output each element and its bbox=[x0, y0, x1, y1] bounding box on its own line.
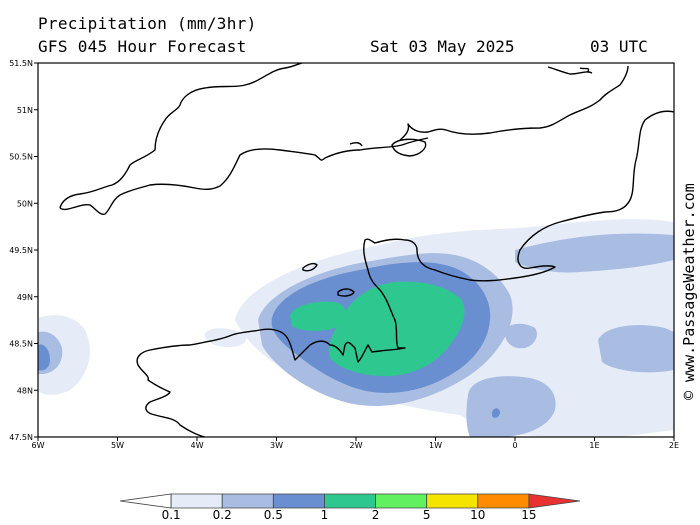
lat-tick-label: 48N bbox=[17, 386, 33, 395]
legend-swatch bbox=[324, 493, 376, 509]
legend-labels: 0.1 0.2 0.5 1 2 5 10 15 bbox=[0, 508, 700, 524]
legend-swatch bbox=[426, 493, 479, 509]
lat-tick-label: 50N bbox=[17, 199, 33, 208]
lat-tick-label: 49N bbox=[17, 293, 33, 302]
legend-swatch bbox=[170, 493, 223, 509]
lat-tick-label: 47.5N bbox=[9, 433, 33, 442]
lon-tick-label: 2W bbox=[350, 441, 363, 450]
lat-tick-label: 49.5N bbox=[9, 246, 33, 255]
watermark-text: © www.PassageWeather.com bbox=[680, 183, 698, 400]
legend-label: 1 bbox=[320, 508, 329, 522]
lon-tick-label: 6W bbox=[32, 441, 45, 450]
precipitation-legend bbox=[119, 493, 581, 509]
legend-label: 15 bbox=[521, 508, 537, 522]
lat-tick-label: 51.5N bbox=[9, 59, 33, 68]
legend-swatch bbox=[221, 493, 274, 509]
lat-tick-label: 51N bbox=[17, 106, 33, 115]
lon-tick-label: 4W bbox=[191, 441, 204, 450]
lat-tick-label: 48.5N bbox=[9, 340, 33, 349]
lon-tick-label: 0 bbox=[512, 441, 517, 450]
map-title: Precipitation (mm/3hr) bbox=[38, 14, 257, 33]
lat-tick-label: 50.5N bbox=[9, 153, 33, 162]
lon-tick-label: 1E bbox=[589, 441, 599, 450]
legend-label: 5 bbox=[422, 508, 431, 522]
legend-swatch bbox=[272, 493, 325, 509]
legend-label: 10 bbox=[470, 508, 486, 522]
forecast-date: Sat 03 May 2025 bbox=[370, 37, 515, 56]
precipitation-field bbox=[38, 219, 674, 437]
legend-label: 2 bbox=[371, 508, 380, 522]
legend-label: 0.1 bbox=[161, 508, 181, 522]
legend-label: 0.2 bbox=[212, 508, 232, 522]
lon-tick-label: 2E bbox=[669, 441, 679, 450]
latitude-axis: 51.5N 51N 50.5N 50N 49.5N 49N 48.5N 48N 47.5N bbox=[9, 59, 38, 442]
coastline bbox=[59, 63, 674, 437]
legend-swatch bbox=[119, 493, 172, 509]
lon-tick-label: 1W bbox=[429, 441, 442, 450]
legend-swatch bbox=[528, 493, 581, 509]
lon-tick-label: 3W bbox=[270, 441, 283, 450]
legend-swatch bbox=[375, 493, 428, 509]
legend-label: 0.5 bbox=[263, 508, 283, 522]
lon-tick-label: 5W bbox=[111, 441, 124, 450]
legend-swatch bbox=[477, 493, 530, 509]
forecast-time: 03 UTC bbox=[590, 37, 648, 56]
forecast-subtitle: GFS 045 Hour Forecast bbox=[38, 37, 247, 56]
longitude-axis: 6W 5W 4W 3W 2W 1W 0 1E 2E bbox=[32, 437, 679, 450]
